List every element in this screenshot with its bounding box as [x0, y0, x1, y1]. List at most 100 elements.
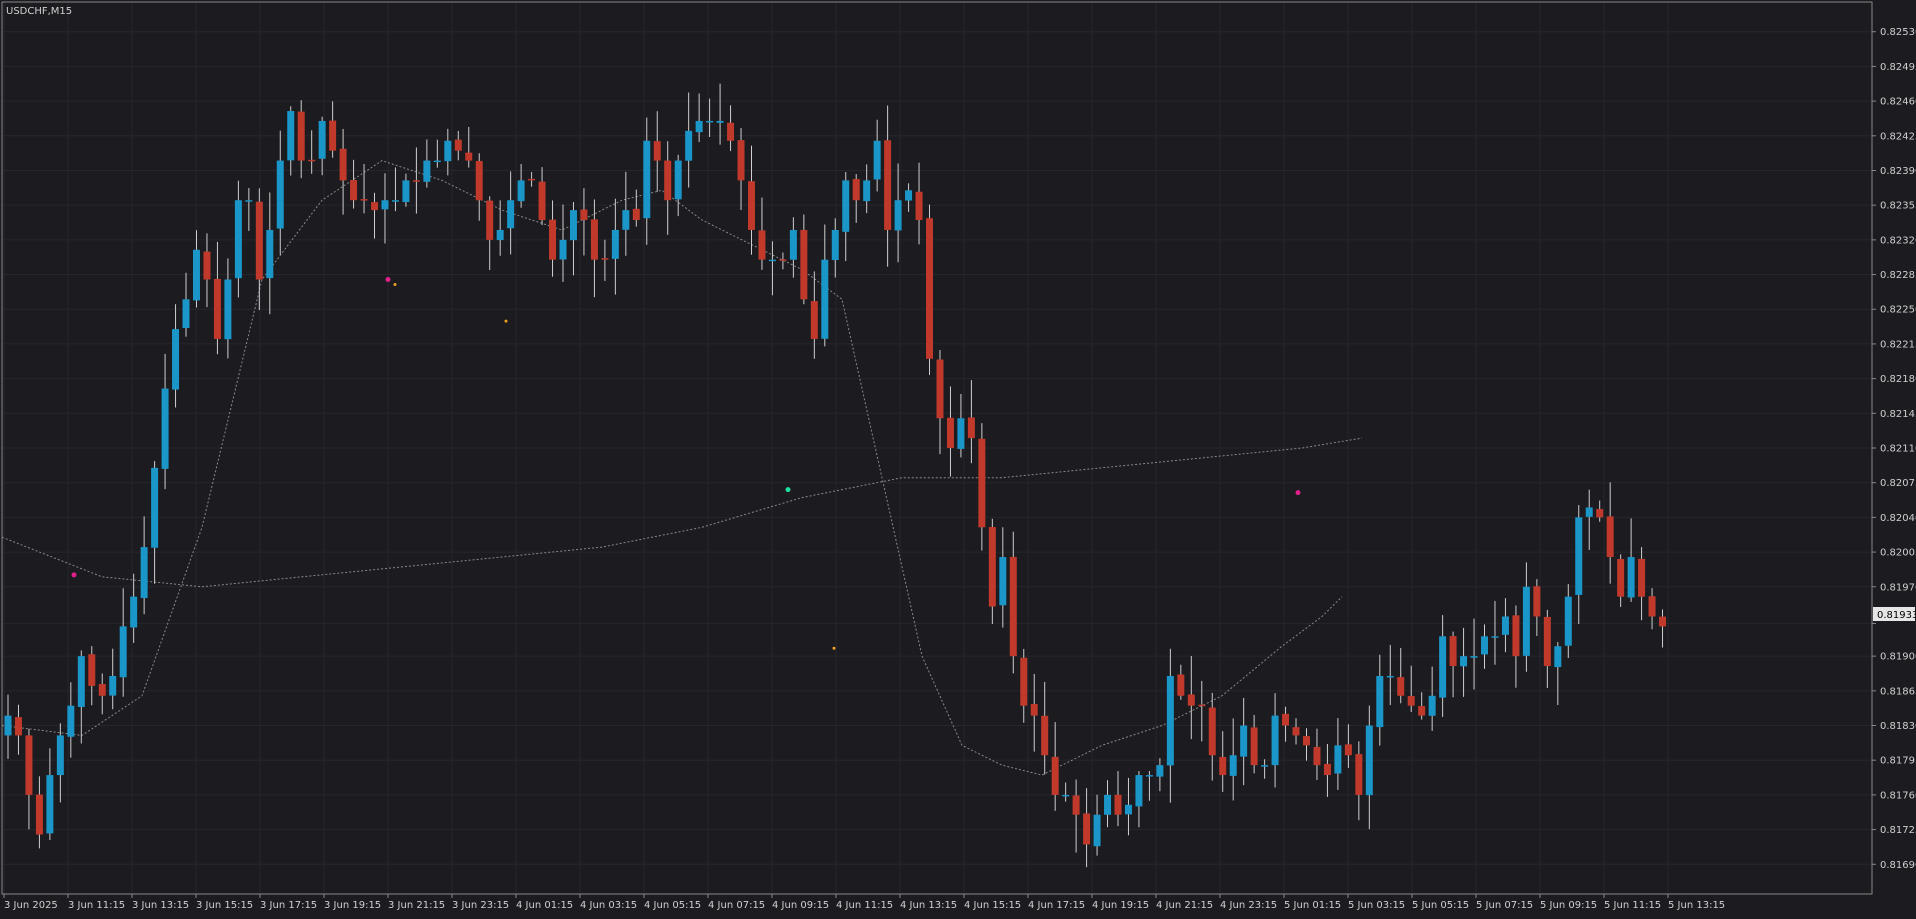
candle-body-bull: [151, 467, 159, 548]
candle-body-bull: [695, 120, 703, 133]
x-tick-label: 5 Jun 03:15: [1348, 900, 1405, 911]
candle-body-bull: [245, 200, 253, 202]
candle: [831, 218, 839, 278]
candle: [318, 116, 326, 176]
candle-body-bear: [1543, 616, 1551, 667]
candle-body-bull: [1428, 695, 1436, 716]
candle: [1512, 605, 1520, 688]
candle-body-bear: [1177, 674, 1185, 696]
candle-body-bear: [465, 152, 473, 161]
candle-body-bear: [14, 717, 22, 736]
candle-body-bull: [643, 140, 651, 219]
grid-lines: [2, 2, 1872, 894]
candle-body-bull: [1564, 596, 1572, 646]
candle-body-bear: [1596, 509, 1604, 518]
candle: [255, 188, 263, 311]
candle: [109, 648, 117, 710]
candle-body-bull: [1501, 616, 1509, 635]
signal-dot: [385, 277, 391, 283]
candle-body-bear: [1208, 707, 1216, 756]
candle: [1208, 692, 1216, 781]
candle: [433, 139, 441, 168]
candle-body-bull: [789, 229, 797, 260]
y-tick-label: 0.82285: [1880, 270, 1916, 281]
candle: [852, 174, 860, 223]
candles: [4, 83, 1667, 868]
candle: [1365, 705, 1373, 830]
candle: [590, 199, 598, 298]
candle-body-bull: [1491, 636, 1499, 638]
candle: [423, 139, 431, 188]
candle: [67, 682, 75, 758]
candle: [1638, 547, 1646, 621]
candle: [810, 271, 818, 359]
candle-body-bear: [25, 735, 33, 795]
candle: [936, 350, 944, 455]
candle-body-bull: [234, 200, 242, 279]
candle-body-bear: [538, 181, 546, 221]
candle: [444, 128, 452, 176]
candle-body-bull: [172, 329, 180, 390]
candle: [716, 83, 724, 145]
candle: [821, 224, 829, 347]
candle: [664, 141, 672, 235]
candle: [412, 147, 420, 214]
x-tick-label: 4 Jun 21:15: [1156, 900, 1213, 911]
candle-body-bull: [1166, 675, 1174, 766]
candle-body-bull: [109, 675, 117, 696]
candle-body-bear: [1313, 746, 1321, 766]
candle: [1198, 680, 1206, 742]
candle-body-bear: [1407, 695, 1415, 706]
candle: [360, 164, 368, 214]
x-tick-label: 3 Jun 19:15: [324, 900, 381, 911]
candle: [695, 93, 703, 143]
x-tick-label: 3 Jun 13:15: [132, 900, 189, 911]
candle: [161, 353, 169, 490]
time-axis[interactable]: 3 Jun 2025 3 Jun 11:15 3 Jun 13:15 3 Jun 15…: [3, 894, 1725, 911]
candle: [842, 172, 850, 262]
candle: [1072, 779, 1080, 853]
candle-body-bull: [1156, 765, 1164, 777]
candle-body-bull: [119, 626, 127, 678]
candle-body-bear: [884, 140, 892, 230]
candle: [465, 127, 473, 168]
candle: [1344, 724, 1352, 768]
candle-body-bear: [35, 794, 43, 835]
x-tick-label: 5 Jun 07:15: [1476, 900, 1533, 911]
y-tick-label: 0.81795: [1880, 756, 1916, 767]
candle: [549, 200, 557, 277]
candle: [1271, 693, 1279, 788]
x-tick-label: 4 Jun 23:15: [1220, 900, 1277, 911]
candle-body-bear: [1512, 615, 1520, 657]
candle: [1439, 615, 1447, 717]
candle: [1533, 579, 1541, 636]
candle: [894, 163, 902, 263]
candle-body-bull: [622, 210, 630, 230]
x-tick-label: 5 Jun 13:15: [1668, 900, 1725, 911]
x-tick-label: 3 Jun 11:15: [68, 900, 125, 911]
candle: [1009, 531, 1017, 674]
candle-body-bear: [88, 654, 96, 686]
candle-body-bear: [800, 229, 808, 300]
candle: [1596, 500, 1604, 522]
candle: [1481, 624, 1489, 669]
x-tick-label: 3 Jun 2025: [4, 900, 58, 911]
x-tick-label: 4 Jun 11:15: [836, 900, 893, 911]
candle: [538, 167, 546, 226]
candle-body-bull: [1470, 656, 1478, 658]
candle-body-bear: [412, 180, 420, 182]
candle: [601, 239, 609, 281]
candle: [1250, 714, 1258, 774]
candle-body-bull: [130, 596, 138, 628]
x-tick-label: 5 Jun 11:15: [1604, 900, 1661, 911]
x-tick-label: 4 Jun 15:15: [964, 900, 1021, 911]
y-tick-label: 0.81725: [1880, 825, 1916, 836]
candle-body-bear: [549, 219, 557, 260]
candle-body-bull: [1386, 675, 1394, 678]
candle-body-bull: [1124, 804, 1132, 815]
